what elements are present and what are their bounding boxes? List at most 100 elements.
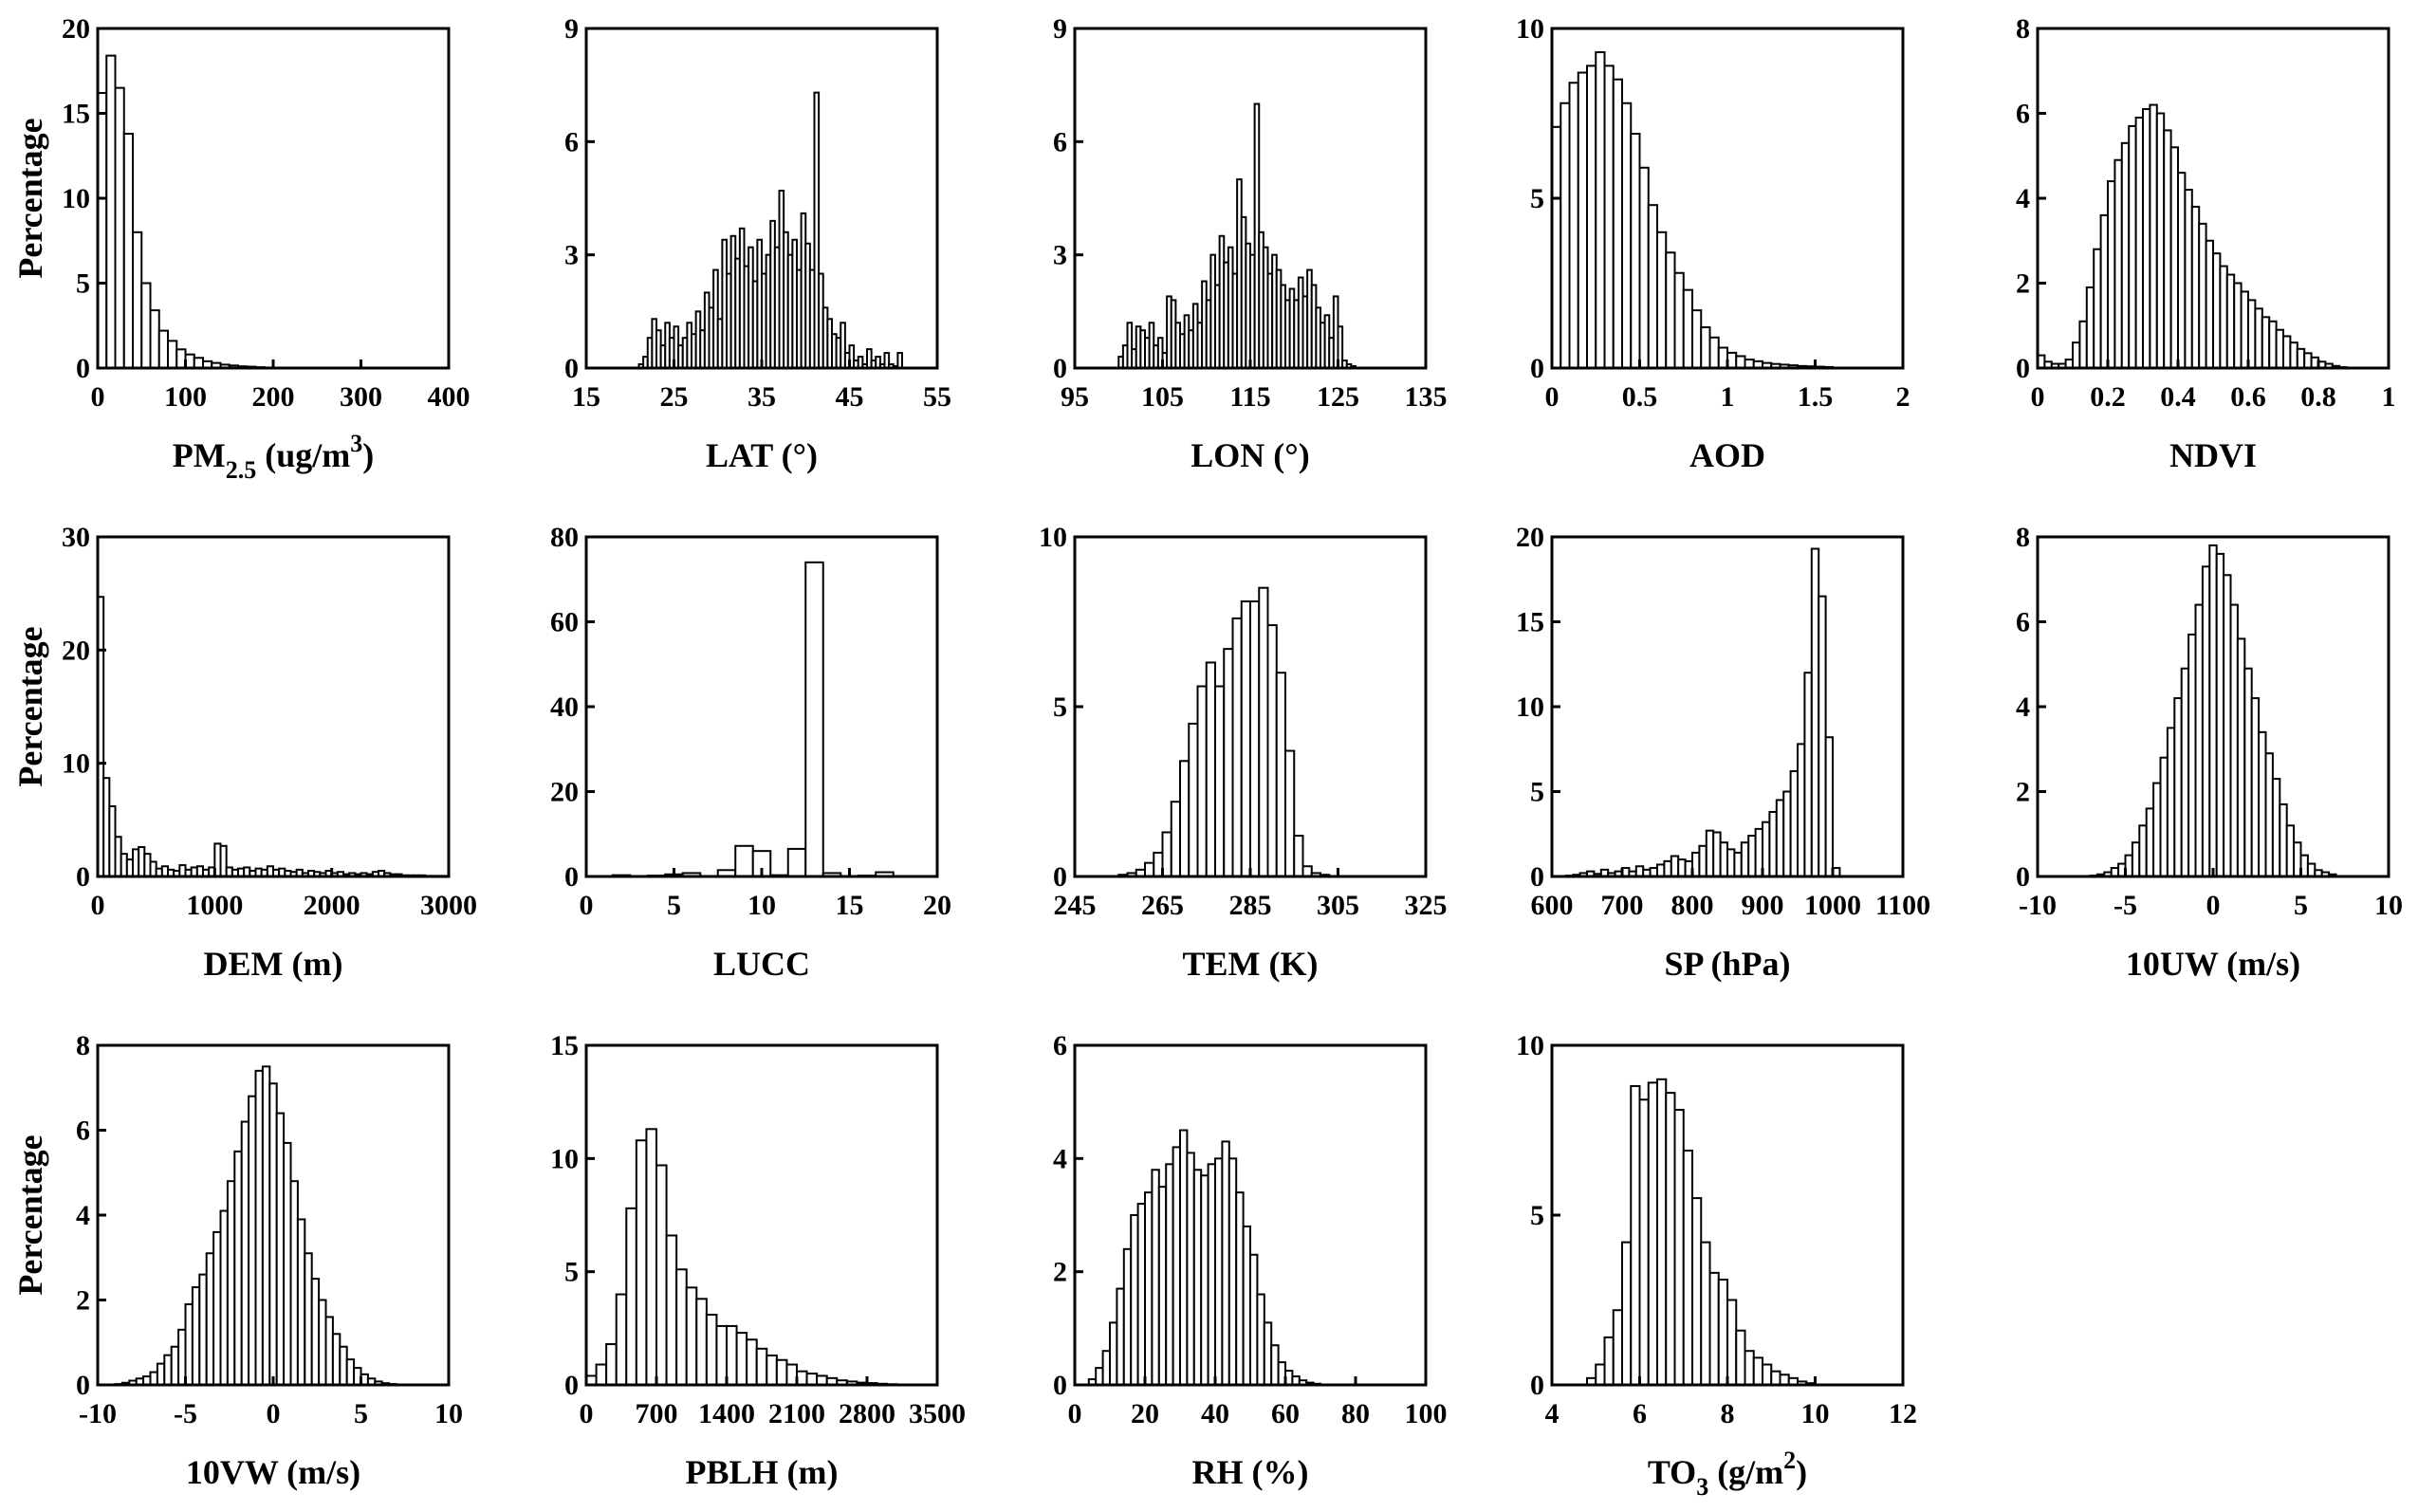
xtick-label-ndvi-5: 1: [2382, 381, 2396, 413]
bar-rh-8: [1144, 1191, 1154, 1386]
bar-vw-20: [254, 1069, 264, 1386]
bar-ndvi-35: [2282, 335, 2292, 369]
xtick-label-lon-4: 135: [1405, 381, 1448, 413]
bar-rh-5: [1122, 1247, 1133, 1387]
bar-aod-2: [1568, 82, 1579, 369]
xlabel-lon: LON (°): [1191, 436, 1309, 474]
ytick-label-lat-3: 9: [564, 13, 579, 45]
xtick-label-aod-3: 1.5: [1798, 381, 1834, 413]
bar-vw-13: [205, 1252, 215, 1387]
bar-ndvi-19: [2169, 146, 2180, 369]
xtick-label-vw-4: 10: [434, 1398, 463, 1429]
ytick-label-uw-0: 0: [2016, 861, 2030, 893]
ytick-label-sp-3: 15: [1516, 607, 1544, 638]
bar-vw-10: [184, 1302, 194, 1386]
bar-aod-11: [1647, 204, 1658, 369]
bar-ndvi-10: [2107, 180, 2116, 369]
ytick-label-to3-2: 10: [1516, 1030, 1544, 1061]
bar-uw-15: [2194, 603, 2204, 877]
bar-uw-22: [2243, 667, 2253, 877]
xtick-label-rh-1: 20: [1131, 1398, 1159, 1429]
xlabel-vw: 10VW (m/s): [186, 1453, 360, 1491]
xtick-label-pblh-0: 0: [580, 1398, 594, 1429]
bar-uw-23: [2250, 697, 2261, 877]
xtick-label-pm25-1: 100: [164, 381, 207, 413]
xtick-label-vw-0: -10: [79, 1398, 117, 1429]
bar-sp-36: [1818, 595, 1827, 878]
chart-lat: 15 25 35 45 55 0 3 6 9 LAT (°): [564, 13, 951, 474]
bar-tem-9: [1196, 685, 1208, 878]
ytick-label-lucc-2: 40: [550, 691, 579, 723]
xtick-label-dem-2: 2000: [304, 890, 360, 921]
ytick-label-ndvi-2: 4: [2016, 183, 2030, 214]
bar-uw-17: [2208, 544, 2218, 877]
bar-to3-16: [1726, 1299, 1738, 1386]
xtick-label-ndvi-3: 0.6: [2230, 381, 2266, 413]
ytick-label-sp-0: 0: [1530, 861, 1544, 893]
bar-rh-3: [1109, 1321, 1118, 1387]
xtick-label-vw-2: 0: [267, 1398, 281, 1429]
bar-pblh-21: [796, 1370, 808, 1387]
bar-to3-5: [1630, 1084, 1641, 1386]
bar-lucc-10: [786, 847, 807, 877]
bar-ndvi-12: [2120, 141, 2131, 369]
bar-to3-22: [1779, 1374, 1790, 1387]
xtick-label-aod-4: 2: [1896, 381, 1910, 413]
ytick-label-uw-4: 8: [2016, 522, 2030, 553]
ytick-label-lon-0: 0: [1053, 353, 1067, 384]
bar-rh-21: [1235, 1191, 1245, 1386]
bar-pblh-16: [746, 1338, 758, 1387]
bar-pblh-9: [675, 1268, 688, 1387]
ytick-label-lon-3: 9: [1053, 13, 1067, 45]
bar-uw-9: [2152, 782, 2162, 877]
bar-to3-11: [1682, 1149, 1693, 1386]
bar-rh-17: [1207, 1163, 1216, 1387]
bar-ndvi-11: [2113, 158, 2123, 369]
bar-sp-20: [1705, 829, 1715, 877]
xtick-label-dem-3: 3000: [420, 890, 477, 921]
xlabel-pm25: PM2.5 (ug/m3): [173, 430, 374, 484]
ytick-label-sp-2: 10: [1516, 691, 1544, 723]
xtick-label-uw-0: -10: [2019, 890, 2057, 921]
xtick-label-tem-2: 285: [1229, 890, 1272, 921]
ytick-label-vw-1: 2: [76, 1285, 90, 1317]
bar-vw-18: [240, 1120, 250, 1387]
bar-sp-13: [1656, 863, 1666, 877]
bar-vw-19: [248, 1095, 257, 1386]
bar-tem-13: [1231, 617, 1243, 877]
bar-ndvi-36: [2289, 341, 2298, 369]
bar-uw-21: [2236, 637, 2246, 878]
xlabel-rh: RH (%): [1192, 1453, 1309, 1491]
axes-frame-rh: [1073, 1043, 1428, 1387]
ylabel-vw: Percentage: [11, 1134, 49, 1295]
bar-vw-26: [296, 1218, 306, 1386]
axes-frame-dem: [96, 535, 451, 878]
bar-rh-23: [1249, 1253, 1259, 1387]
bar-pblh-17: [755, 1347, 768, 1387]
bar-tem-17: [1266, 624, 1278, 878]
bar-ndvi-31: [2254, 307, 2263, 370]
bar-ndvi-27: [2225, 273, 2236, 369]
bar-rh-26: [1270, 1344, 1280, 1386]
bar-sp-31: [1782, 790, 1792, 877]
bar-ndvi-25: [2212, 252, 2222, 369]
bar-pm25-8: [167, 340, 178, 369]
bar-rh-11: [1165, 1163, 1174, 1387]
ytick-label-ndvi-3: 6: [2016, 99, 2030, 130]
xtick-label-pm25-4: 400: [428, 381, 471, 413]
bar-aod-18: [1708, 336, 1720, 369]
ytick-label-lucc-1: 20: [550, 777, 579, 808]
bar-uw-13: [2180, 667, 2190, 877]
bar-vw-12: [198, 1273, 208, 1387]
bar-ndvi-15: [2142, 108, 2151, 370]
xlabel-lucc: LUCC: [713, 945, 810, 983]
bar-pblh-5: [635, 1139, 648, 1386]
bar-to3-3: [1612, 1309, 1623, 1386]
ytick-label-to3-1: 5: [1530, 1200, 1544, 1231]
bar-pblh-20: [785, 1363, 799, 1387]
bar-to3-14: [1708, 1271, 1720, 1386]
chart-sp: 600 700 800 900 1000 1100 0 5 10 15 20 SP (hPa): [1516, 522, 1930, 983]
ytick-label-aod-2: 10: [1516, 13, 1544, 45]
bar-rh-25: [1263, 1321, 1273, 1387]
bar-ndvi-34: [2275, 328, 2285, 370]
